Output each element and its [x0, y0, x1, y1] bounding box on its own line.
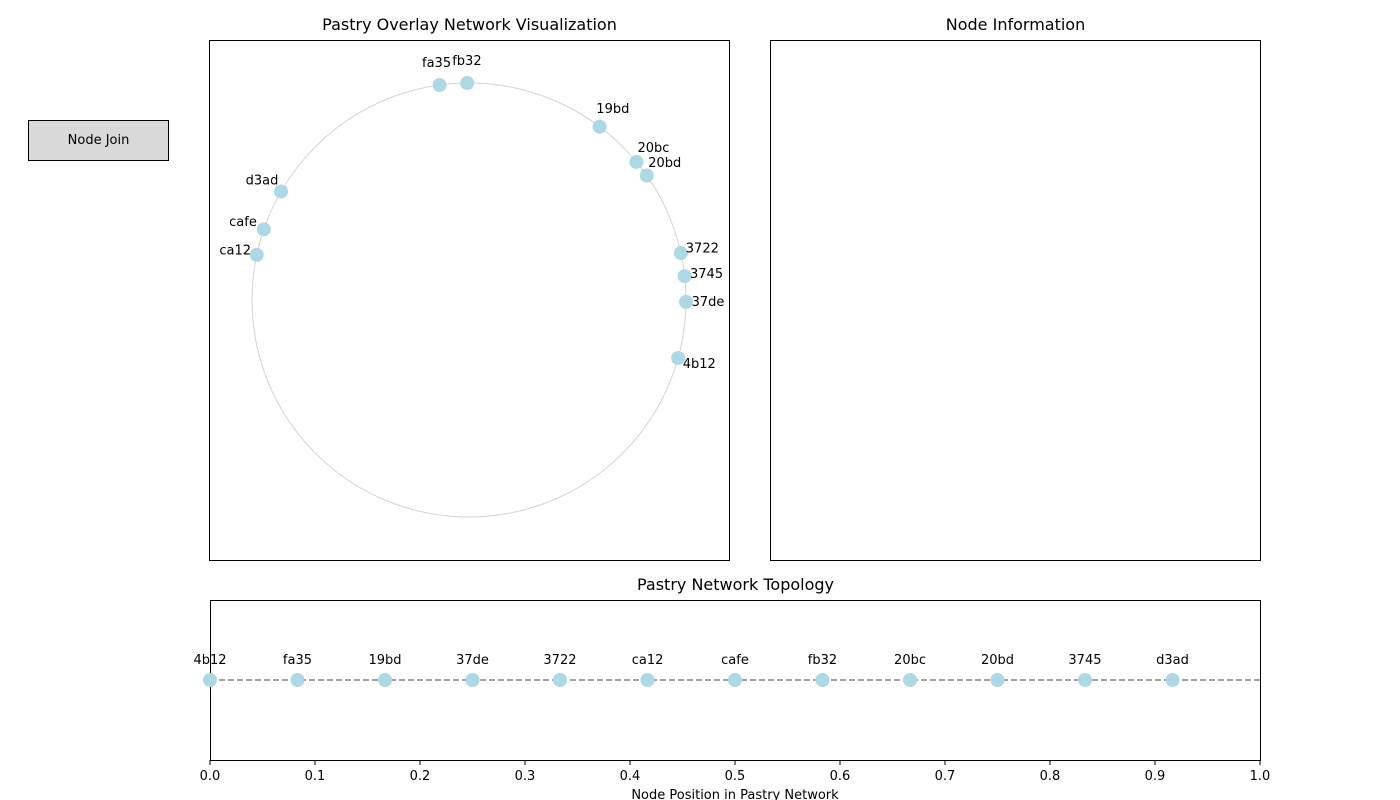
ring-node-label: 37de — [692, 295, 725, 310]
x-tick-label: 0.8 — [1040, 769, 1061, 784]
x-tick-label: 0.7 — [935, 769, 956, 784]
node-join-button[interactable]: Node Join — [28, 120, 169, 161]
x-tick-label: 0.9 — [1145, 769, 1166, 784]
ring-circle — [251, 82, 687, 518]
ring-node-3745[interactable] — [677, 269, 692, 284]
ring-node-3722[interactable] — [673, 246, 688, 261]
x-tick-label: 0.1 — [305, 769, 326, 784]
ring-node-20bc[interactable] — [629, 154, 644, 169]
ring-node-label: ca12 — [219, 243, 251, 258]
ring-node-label: fa35 — [422, 56, 451, 71]
x-axis-label: Node Position in Pastry Network — [631, 788, 839, 800]
x-tick-label: 0.2 — [410, 769, 431, 784]
ring-node-label: fb32 — [452, 54, 481, 69]
x-tick-label: 0.5 — [725, 769, 746, 784]
ring-node-ca12[interactable] — [249, 247, 264, 262]
ring-node-label: 20bc — [637, 141, 669, 156]
ring-node-label: 20bd — [648, 156, 681, 171]
ring-node-20bd[interactable] — [639, 168, 654, 183]
x-tick-label: 1.0 — [1250, 769, 1271, 784]
ring-node-label: 4b12 — [683, 357, 716, 372]
ring-node-label: 3745 — [690, 267, 723, 282]
ring-node-fb32[interactable] — [460, 76, 475, 91]
ring-node-label: 19bd — [596, 102, 629, 117]
topology-panel-title: Pastry Network Topology — [636, 575, 834, 594]
x-tick-label: 0.3 — [515, 769, 536, 784]
ring-panel: fb32 fa35 19bd 20bc 20bd 3722 3745 37de 4b12 d3ad… — [209, 40, 730, 561]
ring-node-label: 3722 — [686, 241, 719, 256]
ring-node-cafe[interactable] — [256, 222, 271, 237]
ring-node-fa35[interactable] — [432, 78, 447, 93]
ring-node-label: cafe — [229, 215, 257, 230]
x-tick-label: 0.4 — [620, 769, 641, 784]
node-info-panel — [770, 40, 1261, 561]
ring-node-37de[interactable] — [678, 294, 693, 309]
topology-panel — [210, 600, 1261, 761]
ring-panel-title: Pastry Overlay Network Visualization — [322, 15, 617, 34]
ring-node-19bd[interactable] — [592, 119, 607, 134]
ring-node-label: d3ad — [246, 174, 279, 189]
x-tick-label: 0.6 — [830, 769, 851, 784]
x-tick-label: 0.0 — [200, 769, 221, 784]
ring-node-d3ad[interactable] — [274, 184, 289, 199]
info-panel-title: Node Information — [945, 15, 1086, 34]
ring-node-4b12[interactable] — [671, 350, 686, 365]
